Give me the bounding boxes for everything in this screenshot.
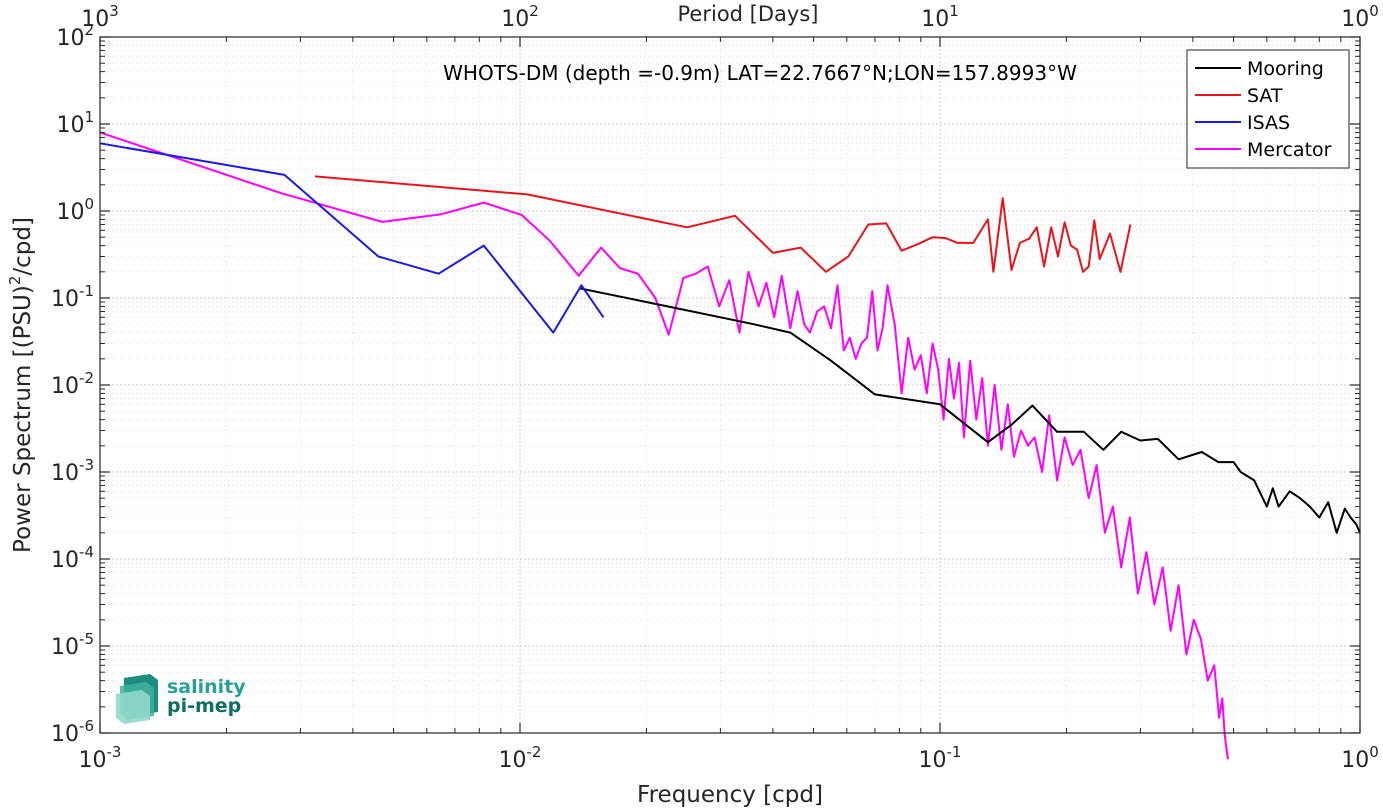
- y-tick-label-exponent: -5: [79, 630, 94, 648]
- y-axis-label: Power Spectrum [(PSU)2/cpd]: [6, 217, 36, 553]
- y-tick-label-base: 10: [51, 374, 79, 399]
- x-tick-label-exponent: 0: [1369, 743, 1379, 761]
- top-tick-label-exponent: 1: [949, 2, 959, 20]
- logo-text-pimep: pi-mep: [167, 695, 241, 717]
- legend: Mooring SAT ISAS Mercator: [1186, 49, 1350, 169]
- chart-title: WHOTS-DM (depth =-0.9m) LAT=22.7667°N;LO…: [443, 61, 1077, 85]
- y-axis-label-main: Power Spectrum [(PSU): [10, 285, 36, 553]
- y-tick-label: 101: [56, 108, 94, 138]
- x-tick-label: 10-1: [919, 743, 962, 773]
- y-tick-label: 10-3: [51, 456, 94, 486]
- top-tick-label-exponent: 3: [109, 2, 119, 20]
- x-axis-label: Frequency [cpd]: [637, 782, 823, 808]
- y-tick-label-exponent: 1: [84, 108, 94, 126]
- x-tick-label-exponent: -3: [107, 743, 122, 761]
- top-tick-label-exponent: 2: [529, 2, 539, 20]
- y-tick-label-exponent: -1: [79, 282, 94, 300]
- y-axis-label-sup: 2: [6, 276, 24, 286]
- y-tick-label: 10-5: [51, 630, 94, 660]
- tick-marks: [99, 36, 1361, 734]
- y-axis-label-end: /cpd]: [10, 217, 36, 276]
- top-tick-label-base: 10: [81, 7, 109, 32]
- x-tick-label: 10-3: [79, 743, 122, 773]
- y-tick-label-base: 10: [56, 113, 84, 138]
- y-tick-label-exponent: 0: [84, 195, 94, 213]
- top-axis-label: Period [Days]: [678, 2, 819, 26]
- legend-label-sat: SAT: [1247, 85, 1283, 107]
- y-tick-label-exponent: -4: [79, 543, 94, 561]
- y-tick-label-base: 10: [51, 461, 79, 486]
- legend-label-mooring: Mooring: [1247, 58, 1324, 80]
- salinity-pi-mep-logo: salinity pi-mep: [116, 674, 246, 724]
- y-tick-label-exponent: -6: [79, 717, 94, 735]
- top-tick-label-base: 10: [921, 7, 949, 32]
- y-tick-label: 102: [56, 21, 94, 51]
- y-tick-label: 10-1: [51, 282, 94, 312]
- x-tick-label-base: 10: [919, 748, 947, 773]
- x-tick-label-exponent: -2: [527, 743, 542, 761]
- y-tick-label: 100: [56, 195, 94, 225]
- top-tick-label: 101: [921, 2, 959, 32]
- logo-mark-icon: [116, 674, 158, 724]
- series-line-mercator: [99, 131, 1229, 760]
- legend-label-mercator: Mercator: [1247, 139, 1332, 161]
- y-tick-label-base: 10: [51, 287, 79, 312]
- top-tick-label-base: 10: [1341, 7, 1369, 32]
- series-line-sat: [314, 175, 1132, 273]
- x-tick-label: 100: [1341, 743, 1379, 773]
- x-tick-label-exponent: -1: [947, 743, 962, 761]
- x-tick-label-base: 10: [499, 748, 527, 773]
- y-tick-label-base: 10: [51, 548, 79, 573]
- top-tick-labels: 103 102 101 100: [81, 2, 1379, 32]
- x-tick-label: 10-2: [499, 743, 542, 773]
- series-line-isas: [99, 142, 605, 334]
- logo-text-salinity: salinity: [167, 676, 246, 698]
- y-tick-label-base: 10: [56, 200, 84, 225]
- top-tick-label: 102: [501, 2, 539, 32]
- top-tick-label-base: 10: [501, 7, 529, 32]
- y-tick-label: 10-2: [51, 369, 94, 399]
- y-tick-label: 10-4: [51, 543, 94, 573]
- y-tick-label-exponent: 2: [84, 21, 94, 39]
- series-line-mooring: [578, 287, 1361, 534]
- x-tick-label-base: 10: [79, 748, 107, 773]
- legend-label-isas: ISAS: [1247, 112, 1290, 134]
- y-tick-label-exponent: -3: [79, 456, 94, 474]
- y-tick-label-base: 10: [51, 635, 79, 660]
- top-tick-label: 103: [81, 2, 119, 32]
- top-tick-label-exponent: 0: [1369, 2, 1379, 20]
- y-tick-label-base: 10: [56, 26, 84, 51]
- x-tick-label-base: 10: [1341, 748, 1369, 773]
- y-tick-label: 10-6: [51, 717, 94, 747]
- x-tick-labels: 10-3 10-2 10-1 100: [79, 743, 1379, 773]
- top-tick-label: 100: [1341, 2, 1379, 32]
- y-tick-label-exponent: -2: [79, 369, 94, 387]
- y-tick-label-base: 10: [51, 722, 79, 747]
- series-layer: [99, 131, 1361, 760]
